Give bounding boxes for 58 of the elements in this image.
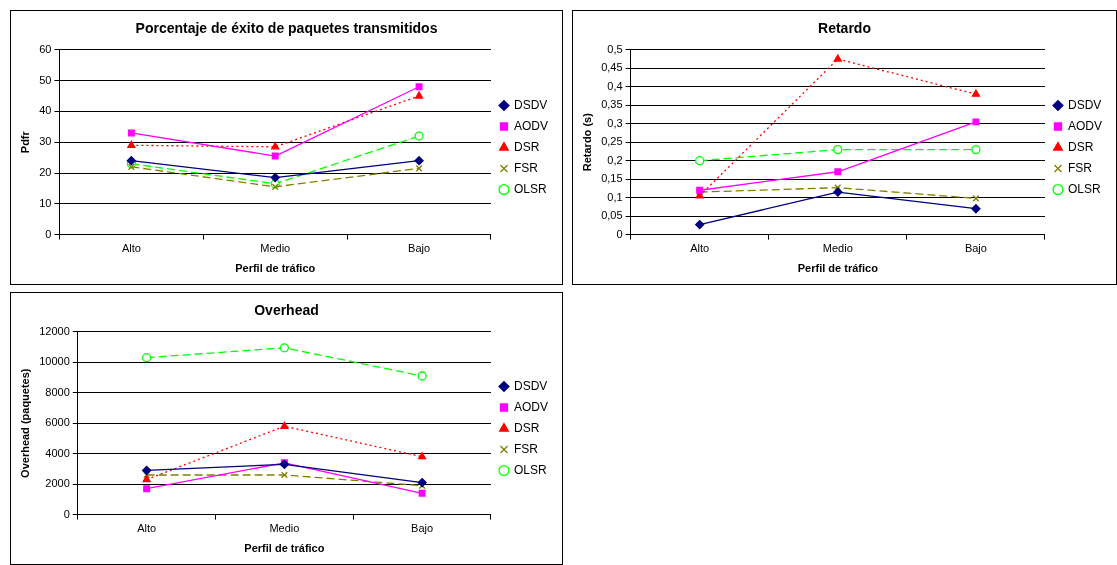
legend-label: DSDV <box>1067 97 1102 112</box>
legend-label: AODV <box>513 399 549 414</box>
y-axis-title: Retardo (s) <box>580 112 593 172</box>
y-tick-label: 0,45 <box>601 61 623 74</box>
y-tick-label: 0,15 <box>601 172 623 185</box>
legend-label: AODV <box>513 118 549 133</box>
y-tick-label: 0,4 <box>607 79 623 92</box>
y-tick-label: 20 <box>39 166 52 179</box>
y-tick-label: 0 <box>45 227 52 240</box>
legend-label: DSR <box>513 420 540 435</box>
y-tick-label: 0,3 <box>607 116 623 129</box>
x-tick-label: Medio <box>260 242 291 255</box>
chart-title: Retardo <box>818 20 871 37</box>
x-tick-label: Alto <box>690 242 710 255</box>
y-axis-title: Overhead (paquetes) <box>18 368 31 478</box>
legend-label: DSDV <box>513 97 548 112</box>
y-tick-label: 4000 <box>45 446 70 459</box>
y-tick-label: 12000 <box>39 324 70 337</box>
legend-label: AODV <box>1067 118 1103 133</box>
y-tick-label: 0,2 <box>607 153 623 166</box>
y-tick-label: 0 <box>616 227 623 240</box>
x-tick-label: Bajo <box>964 242 987 255</box>
y-tick-label: 0,5 <box>607 42 623 55</box>
x-tick-label: Bajo <box>408 242 431 255</box>
y-tick-label: 30 <box>39 135 52 148</box>
y-tick-label: 50 <box>39 73 52 86</box>
chart-title: Porcentaje de éxito de paquetes transmitidos <box>135 20 438 37</box>
legend-label: OLSR <box>513 462 547 477</box>
y-tick-label: 8000 <box>45 385 70 398</box>
legend-label: DSDV <box>513 378 548 393</box>
x-axis-title: Perfil de tráfico <box>235 262 316 275</box>
legend-label: DSR <box>513 139 540 154</box>
y-tick-label: 0,05 <box>601 209 623 222</box>
legend-label: OLSR <box>513 181 547 196</box>
y-tick-label: 0,1 <box>607 190 623 203</box>
x-axis-title: Perfil de tráfico <box>797 262 879 275</box>
y-tick-label: 10000 <box>39 355 70 368</box>
y-tick-label: 0,25 <box>601 135 623 148</box>
legend-label: OLSR <box>1067 181 1101 196</box>
x-axis-title: Perfil de tráfico <box>244 542 325 555</box>
x-tick-label: Medio <box>822 242 853 255</box>
y-tick-label: 0 <box>63 507 70 520</box>
x-tick-label: Alto <box>121 242 141 255</box>
y-tick-label: 10 <box>39 196 52 209</box>
y-tick-label: 0,35 <box>601 98 623 111</box>
x-tick-label: Alto <box>137 522 157 535</box>
legend-label: DSR <box>1067 139 1094 154</box>
legend-label: FSR <box>1067 160 1093 175</box>
y-tick-label: 6000 <box>45 416 70 429</box>
legend-label: FSR <box>513 160 539 175</box>
y-axis-title: Pdfr <box>18 130 31 154</box>
x-tick-label: Medio <box>269 522 300 535</box>
legend-label: FSR <box>513 441 539 456</box>
x-tick-label: Bajo <box>411 522 434 535</box>
chart-title: Overhead <box>254 302 319 319</box>
y-tick-label: 60 <box>39 42 52 55</box>
y-tick-label: 2000 <box>45 477 70 490</box>
y-tick-label: 40 <box>39 104 52 117</box>
